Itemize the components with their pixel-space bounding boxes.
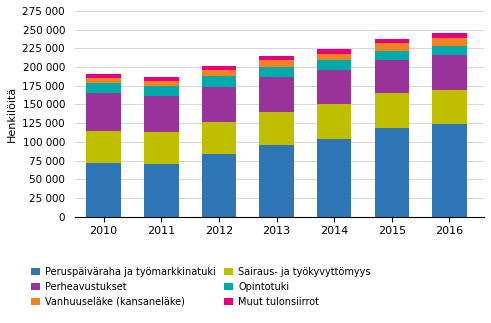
Bar xyxy=(202,70,236,76)
Bar xyxy=(144,96,179,132)
Bar xyxy=(317,105,352,139)
Bar xyxy=(259,77,294,112)
Bar xyxy=(375,59,409,93)
Bar xyxy=(432,38,467,46)
Bar xyxy=(317,49,352,54)
Bar xyxy=(86,93,121,131)
Bar xyxy=(144,164,179,217)
Bar xyxy=(202,87,236,122)
Bar xyxy=(86,131,121,163)
Bar xyxy=(317,54,352,60)
Bar xyxy=(86,78,121,83)
Bar xyxy=(202,154,236,217)
Bar xyxy=(432,89,467,124)
Bar xyxy=(144,86,179,96)
Bar xyxy=(86,83,121,93)
Bar xyxy=(202,76,236,87)
Bar xyxy=(202,122,236,154)
Y-axis label: Henkilöitä: Henkilöitä xyxy=(7,86,17,142)
Bar xyxy=(259,67,294,77)
Bar xyxy=(144,80,179,86)
Bar xyxy=(86,74,121,78)
Bar xyxy=(432,46,467,55)
Bar xyxy=(375,93,409,129)
Bar xyxy=(144,132,179,164)
Bar xyxy=(317,70,352,105)
Bar xyxy=(432,124,467,217)
Bar xyxy=(375,129,409,217)
Bar xyxy=(259,112,294,145)
Bar xyxy=(144,77,179,80)
Bar xyxy=(317,60,352,70)
Bar xyxy=(259,60,294,67)
Bar xyxy=(317,139,352,217)
Bar xyxy=(375,39,409,43)
Bar xyxy=(259,56,294,60)
Bar xyxy=(202,66,236,70)
Bar xyxy=(375,51,409,59)
Bar xyxy=(432,33,467,38)
Bar xyxy=(259,145,294,217)
Legend: Peruspäiväraha ja työmarkkinatuki, Perheavustukset, Vanhuuseläke (kansaneläke), : Peruspäiväraha ja työmarkkinatuki, Perhe… xyxy=(30,267,371,307)
Bar xyxy=(432,55,467,89)
Bar xyxy=(375,43,409,51)
Bar xyxy=(86,163,121,217)
